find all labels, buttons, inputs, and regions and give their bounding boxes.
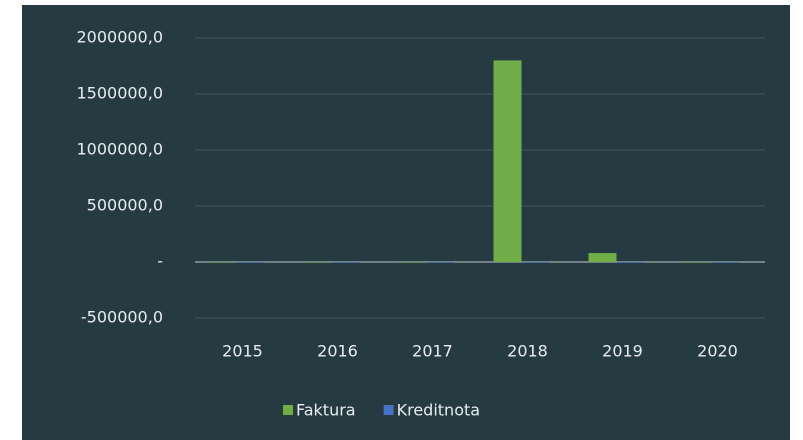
y-tick-label: 1500000,0 [76,84,163,103]
bar [426,262,455,263]
bar [588,253,617,262]
bar [493,60,522,263]
bar [616,262,645,263]
y-tick-label: -500000,0 [81,308,163,327]
x-tick-label: 2016 [317,342,358,361]
y-tick-label: - [157,252,163,271]
bar [236,262,265,263]
chart-background [22,5,790,440]
x-tick-label: 2019 [602,342,643,361]
bar [683,262,712,263]
bar [398,262,427,263]
bar [331,262,360,263]
y-tick-label: 1000000,0 [76,140,163,159]
legend-label: Faktura [296,401,356,420]
bar [303,262,332,263]
bar [711,262,740,263]
x-tick-label: 2018 [507,342,548,361]
legend-label: Kreditnota [397,401,480,420]
x-tick-label: 2017 [412,342,453,361]
y-tick-label: 2000000,0 [76,28,163,47]
legend-swatch [383,405,394,415]
bar [208,262,237,263]
bar [521,262,550,263]
y-tick-label: 500000,0 [87,196,163,215]
x-tick-label: 2020 [697,342,738,361]
x-tick-label: 2015 [222,342,263,361]
legend-swatch [283,405,293,415]
